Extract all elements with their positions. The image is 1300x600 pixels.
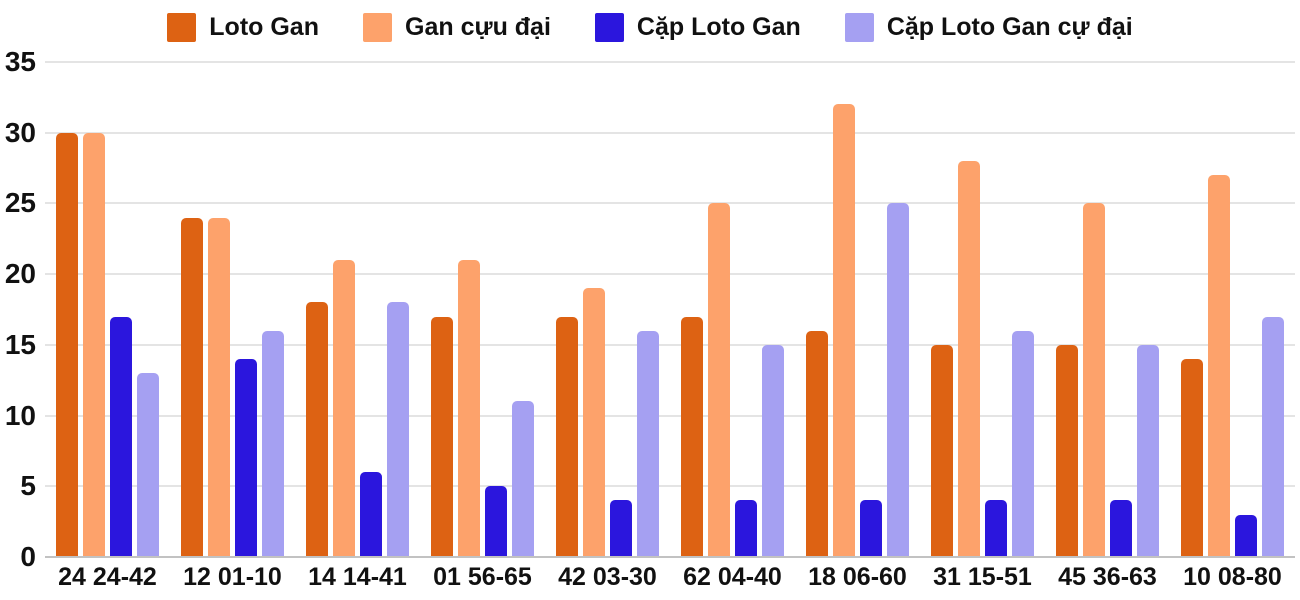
legend-item-3[interactable]: Cặp Loto Gan cự đại <box>844 12 1133 42</box>
plot-area <box>45 61 1295 558</box>
x-category-label: 14 14-41 <box>308 563 407 591</box>
legend-item-2[interactable]: Cặp Loto Gan <box>594 12 801 42</box>
legend-swatch-icon <box>167 12 197 42</box>
bar-series-1-cat-0 <box>83 132 105 557</box>
gridline <box>45 273 1295 276</box>
bar-series-3-cat-9 <box>1262 316 1284 557</box>
bar-group-6 <box>795 62 920 557</box>
gridline <box>45 61 1295 63</box>
bar-series-3-cat-0 <box>137 373 159 557</box>
legend-swatch-icon <box>363 12 392 42</box>
bar-series-0-cat-4 <box>556 316 578 557</box>
bar-group-9 <box>1170 62 1295 557</box>
x-category-label: 31 15-51 <box>933 563 1032 591</box>
bar-series-2-cat-1 <box>235 359 257 557</box>
bar-series-0-cat-3 <box>431 316 453 557</box>
bar-series-3-cat-3 <box>512 401 534 557</box>
gridline <box>45 485 1295 488</box>
legend-swatch-icon <box>594 12 624 42</box>
chart-legend: Loto Gan Gan cựu đại Cặp Loto Gan Cặp Loto … <box>0 6 1300 48</box>
legend-label: Cặp Loto Gan <box>636 12 801 41</box>
gridline <box>45 202 1295 205</box>
x-category-label: 62 04-40 <box>683 563 782 591</box>
bar-series-3-cat-5 <box>762 344 784 557</box>
x-category-label: 10 08-80 <box>1183 563 1282 591</box>
legend-item-1[interactable]: Gan cựu đại <box>363 12 551 42</box>
y-tick-label: 15 <box>4 328 36 360</box>
y-axis: 0 5 10 15 20 25 30 35 <box>0 48 38 571</box>
bar-series-0-cat-5 <box>681 316 703 557</box>
bar-series-3-cat-4 <box>637 330 659 557</box>
bar-series-2-cat-9 <box>1235 514 1257 557</box>
bar-series-3-cat-6 <box>887 203 909 557</box>
bar-series-1-cat-3 <box>458 260 480 557</box>
x-axis: 24 24-42 12 01-10 14 14-41 01 56-65 42 03-30… <box>45 562 1295 592</box>
bar-series-3-cat-7 <box>1012 330 1034 557</box>
bar-series-0-cat-9 <box>1181 359 1203 557</box>
x-category-label: 45 36-63 <box>1058 563 1157 591</box>
legend-item-0[interactable]: Loto Gan <box>167 12 319 42</box>
x-category-label: 01 56-65 <box>433 563 532 591</box>
bar-series-2-cat-5 <box>735 500 757 557</box>
y-tick-label: 0 <box>20 541 36 572</box>
legend-label: Loto Gan <box>209 12 319 41</box>
bar-series-0-cat-0 <box>56 132 78 557</box>
bar-group-3 <box>420 62 545 557</box>
bar-series-1-cat-5 <box>708 203 730 557</box>
y-tick-label: 25 <box>4 187 36 219</box>
legend-label: Cặp Loto Gan cự đại <box>886 12 1133 41</box>
y-tick-label: 35 <box>4 46 36 77</box>
gridline <box>45 343 1295 346</box>
bar-series-2-cat-8 <box>1110 500 1132 557</box>
bar-series-1-cat-6 <box>833 104 855 557</box>
baseline <box>45 556 1295 558</box>
bar-group-0 <box>45 62 170 557</box>
bar-series-3-cat-8 <box>1137 344 1159 557</box>
bar-series-3-cat-2 <box>387 302 409 557</box>
bar-series-2-cat-2 <box>360 472 382 557</box>
bar-group-5 <box>670 62 795 557</box>
bar-group-8 <box>1045 62 1170 557</box>
bar-series-0-cat-6 <box>806 330 828 557</box>
legend-label: Gan cựu đại <box>405 12 551 41</box>
legend-swatch-icon <box>844 12 874 42</box>
x-category-label: 42 03-30 <box>558 563 657 591</box>
bar-series-2-cat-0 <box>110 316 132 557</box>
bar-series-2-cat-3 <box>485 486 507 557</box>
bar-group-7 <box>920 62 1045 557</box>
x-category-label: 18 06-60 <box>808 563 907 591</box>
y-tick-label: 10 <box>4 399 36 431</box>
bar-group-1 <box>170 62 295 557</box>
bar-series-0-cat-7 <box>931 344 953 557</box>
bar-series-3-cat-1 <box>262 330 284 557</box>
bar-series-1-cat-7 <box>958 161 980 557</box>
bar-series-0-cat-1 <box>181 217 203 557</box>
bar-series-1-cat-2 <box>333 260 355 557</box>
y-tick-label: 20 <box>4 258 36 290</box>
bar-series-1-cat-4 <box>583 288 605 557</box>
bar-groups <box>45 62 1295 557</box>
bar-series-2-cat-6 <box>860 500 882 557</box>
bar-series-2-cat-7 <box>985 500 1007 557</box>
bar-group-2 <box>295 62 420 557</box>
bar-series-0-cat-8 <box>1056 344 1078 557</box>
y-tick-label: 5 <box>20 470 36 502</box>
x-category-label: 24 24-42 <box>58 563 157 591</box>
gridline <box>45 414 1295 417</box>
bar-series-0-cat-2 <box>306 302 328 557</box>
bar-series-1-cat-8 <box>1083 203 1105 557</box>
bar-series-1-cat-1 <box>208 217 230 557</box>
y-tick-label: 30 <box>4 116 36 148</box>
bar-group-4 <box>545 62 670 557</box>
bar-series-2-cat-4 <box>610 500 632 557</box>
x-category-label: 12 01-10 <box>183 563 282 591</box>
bar-series-1-cat-9 <box>1208 175 1230 557</box>
gridline <box>45 131 1295 134</box>
